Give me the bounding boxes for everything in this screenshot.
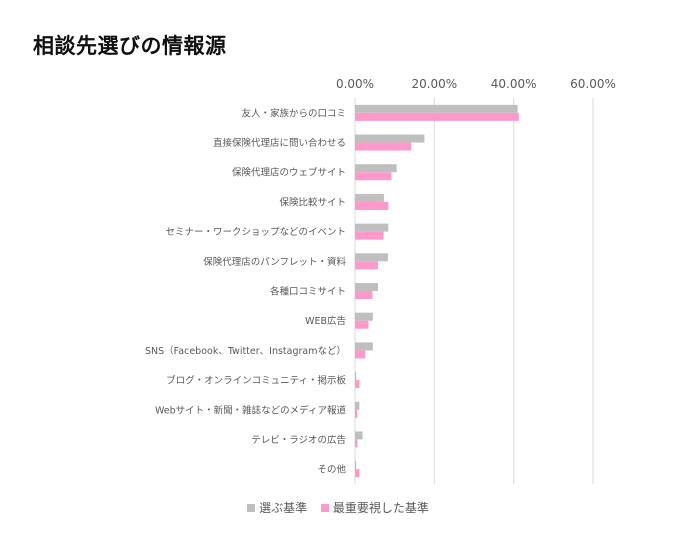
legend: 選ぶ基準 最重要視した基準 (0, 499, 676, 516)
category-label: 保険代理店のパンフレット・資料 (203, 256, 346, 268)
bar-series-2 (355, 231, 384, 240)
bar-series-2 (355, 469, 360, 478)
bar-series-2 (355, 261, 379, 270)
bar-series-1 (355, 283, 379, 291)
bar-series-1 (355, 312, 373, 321)
bar-series-2 (355, 172, 392, 181)
legend-item-series-2: 最重要視した基準 (320, 499, 429, 516)
x-axis-ticks: 0.00% 20.00% 40.00% 60.00% (336, 77, 616, 91)
grid-lines (354, 98, 594, 484)
category-label: セミナー・ワークショップなどのイベント (165, 227, 346, 238)
x-tick-label: 60.00% (570, 77, 616, 91)
bar-series-1 (355, 401, 360, 410)
bar-series-2 (355, 380, 360, 389)
legend-swatch-series-2 (320, 503, 329, 512)
legend-label-series-1: 選ぶ基準 (259, 501, 308, 515)
bar-series-1 (355, 193, 384, 202)
bar-series-1 (355, 431, 363, 440)
bar-series-1 (355, 461, 357, 470)
category-label: 保険代理店のウェブサイト (232, 167, 346, 179)
bar-series-1 (355, 134, 425, 143)
x-tick-label: 40.00% (491, 77, 537, 91)
category-label: その他 (317, 464, 346, 476)
category-label: SNS（Facebook、Twitter、Instagramなど） (145, 345, 346, 357)
bar-series-2 (355, 320, 369, 329)
category-label: ブログ・オンラインコミュニティ・掲示板 (166, 375, 346, 387)
category-label: 各種口コミサイト (270, 286, 346, 298)
bar-series-1 (355, 253, 388, 262)
bar-series-2 (355, 142, 412, 151)
bar-series-1 (355, 223, 389, 232)
bar-series-2 (355, 112, 519, 121)
legend-label-series-2: 最重要視した基準 (332, 501, 429, 515)
category-label: 友人・家族からの口コミ (241, 107, 346, 119)
bar-series-1 (355, 164, 397, 173)
category-label: WEB広告 (305, 315, 346, 327)
page-title: 相談先選びの情報源 (33, 34, 227, 58)
legend-swatch-series-1 (247, 503, 256, 512)
bar-series-1 (355, 104, 518, 113)
bar-series-2 (355, 409, 358, 418)
category-label: 直接保険代理店に問い合わせる (213, 137, 346, 149)
category-labels: 友人・家族からの口コミ直接保険代理店に問い合わせる保険代理店のウェブサイト保険比… (145, 107, 346, 475)
legend-item-series-1: 選ぶ基準 (247, 499, 307, 516)
bar-series-2 (355, 439, 358, 448)
bar-series-1 (355, 342, 373, 351)
x-tick-label: 20.00% (411, 77, 457, 91)
bar-series-1 (355, 372, 357, 381)
category-label: 保険比較サイト (279, 196, 346, 208)
bar-series-2 (355, 291, 373, 299)
x-tick-label: 0.00% (336, 77, 374, 91)
category-label: Webサイト・新聞・雑誌などのメディア報道 (155, 404, 347, 416)
bars (355, 104, 519, 478)
category-label: テレビ・ラジオの広告 (251, 434, 346, 446)
bar-series-2 (355, 350, 366, 359)
bar-series-2 (355, 201, 389, 210)
